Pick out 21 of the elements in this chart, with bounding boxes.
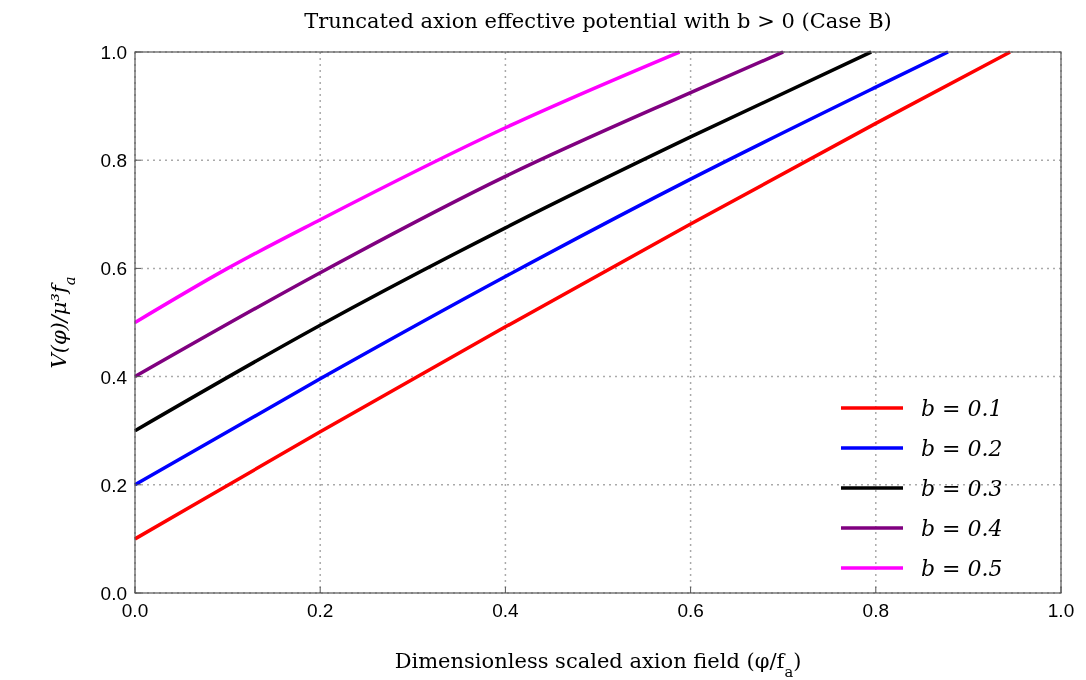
x-tick-label: 0.6 [677,600,704,621]
legend-label: b = 0.4 [921,516,1003,541]
line-series [133,50,682,325]
x-tick-label: 1.0 [1047,600,1075,621]
y-tick-label: 0.2 [100,474,127,496]
x-tick-label: 0.4 [492,600,520,621]
line-series [133,50,785,379]
line-series [133,50,1012,541]
chart-title: Truncated axion effective potential with b > 0 (Case B) [304,9,892,33]
line-series [133,50,873,433]
legend-label: b = 0.3 [921,476,1003,501]
x-tick-label: 0.2 [306,600,334,621]
legend-label: b = 0.1 [921,396,1003,421]
y-tick-label: 0.4 [100,366,128,388]
y-tick-label: 0.6 [100,258,127,280]
legend-label: b = 0.5 [921,556,1003,581]
legend-label: b = 0.2 [921,436,1003,461]
y-tick-label: 0.8 [100,150,127,172]
y-tick-label: 1.0 [100,42,127,63]
x-axis-title: Dimensionless scaled axion field (φ/f$_{a}$) [394,649,802,680]
x-tick-label: 0.8 [862,600,890,621]
